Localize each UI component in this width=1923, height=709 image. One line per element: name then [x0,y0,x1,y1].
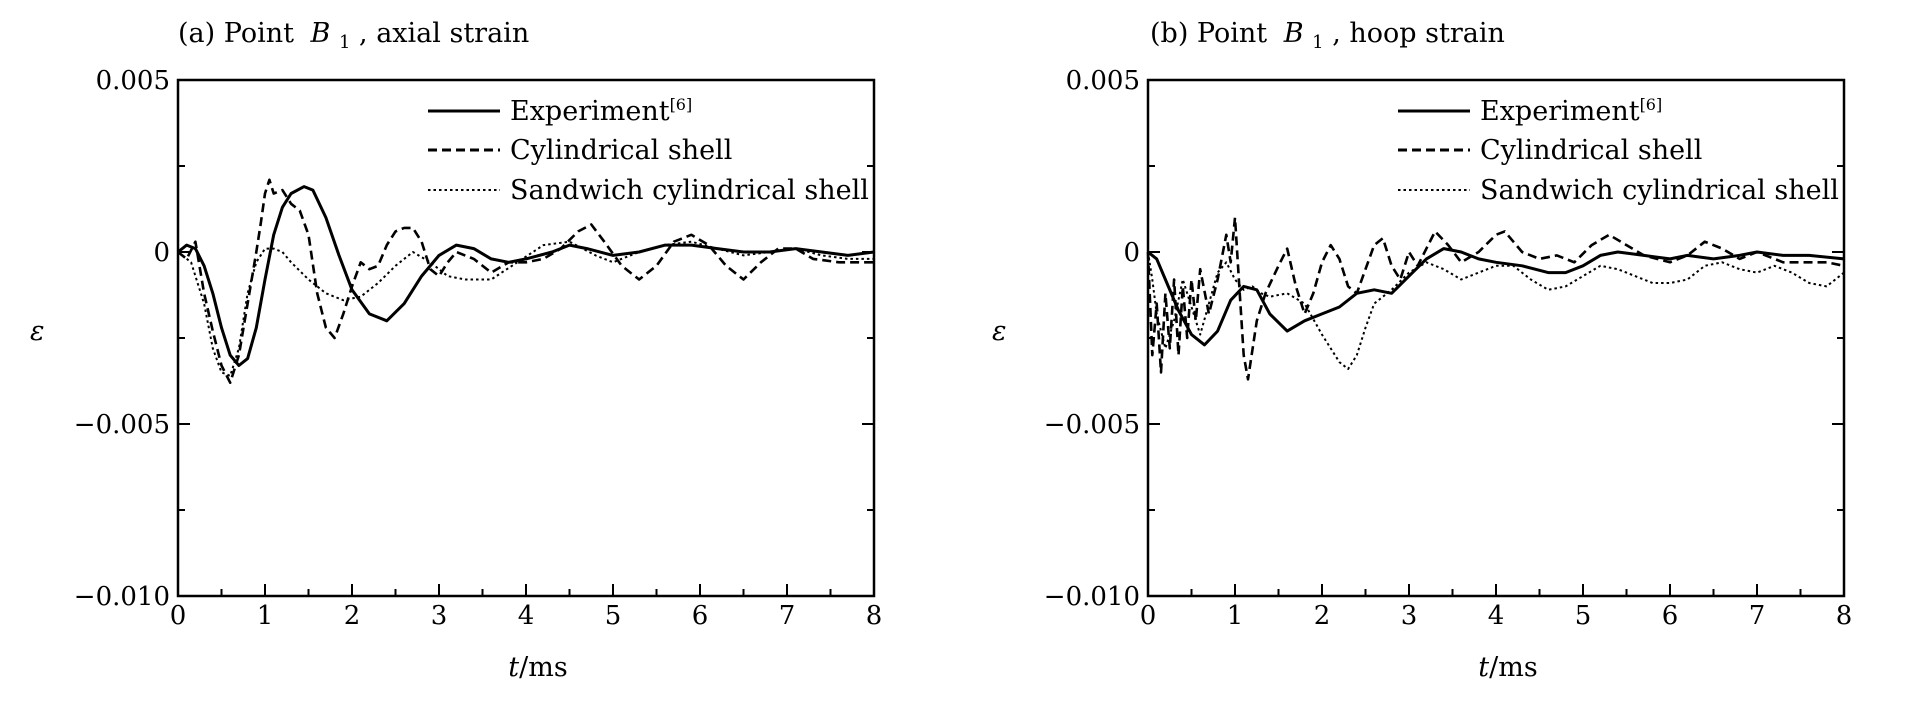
x-axis-label: t/ms [508,652,567,683]
panel-label: (b) Point [1150,18,1267,49]
xtick-labels: 0 1 2 3 4 5 6 7 8 [1140,601,1853,631]
x-tick-label: 8 [866,601,883,631]
x-axis-label: t/ms [1478,652,1537,683]
x-tick-label: 1 [257,601,274,631]
y-tick-label: 0.005 [1066,66,1140,96]
x-tick-label: 4 [518,601,535,631]
ytick-labels: 0.005 0 −0.005 −0.010 [74,66,170,612]
plot-frame [1146,78,1846,598]
point-subscript: 1 [1312,32,1323,53]
y-tick-label: 0 [1123,238,1140,268]
series-lines [177,178,875,384]
x-tick-label: 3 [1401,601,1418,631]
x-tick-label: 5 [605,601,622,631]
x-tick-label: 8 [1836,601,1853,631]
panel-hoop-strain: (b) Point B 1 , hoop strain 0.005 0 −0.005… [992,18,1852,683]
series-line-solid [177,185,875,367]
y-tick-label: −0.005 [74,410,170,440]
series-line-dotted [177,240,874,377]
x-tick-label: 3 [431,601,448,631]
legend-label-sandwich: Sandwich cylindrical shell [1480,175,1839,206]
plot-frame [176,78,876,598]
x-tick-label: 5 [1575,601,1592,631]
point-symbol: B [310,18,331,49]
panel-title: (b) Point B 1 , hoop strain [1150,18,1505,55]
series-line-dotted [1147,251,1845,370]
legend-label-cylindrical: Cylindrical shell [510,135,732,166]
panel-label: (a) Point [178,18,294,49]
ytick-labels: 0.005 0 −0.005 −0.010 [1044,66,1140,612]
title-suffix: , hoop strain [1332,18,1505,49]
y-tick-label: 0.005 [96,66,170,96]
y-tick-label: −0.005 [1044,410,1140,440]
x-tick-label: 0 [170,601,187,631]
legend-label-cylindrical: Cylindrical shell [1480,135,1702,166]
y-tick-label: −0.010 [74,582,170,612]
legend-label-experiment: Experiment[6] [1480,95,1662,127]
y-axis-label: ε [30,316,45,347]
y-tick-label: −0.010 [1044,582,1140,612]
legend: Experiment[6] Cylindrical shell Sandwich… [428,95,869,206]
legend: Experiment[6] Cylindrical shell Sandwich… [1398,95,1839,206]
x-tick-label: 2 [344,601,361,631]
xtick-labels: 0 1 2 3 4 5 6 7 8 [170,601,883,631]
y-axis-label: ε [992,316,1007,347]
panel-axial-strain: (a) Point B 1 , axial strain 0.005 0 −0.00… [30,18,882,683]
x-tick-label: 4 [1488,601,1505,631]
panel-title: (a) Point B 1 , axial strain [178,18,529,55]
x-tick-label: 2 [1314,601,1331,631]
series-lines [1146,216,1845,381]
x-tick-label: 7 [779,601,796,631]
legend-label-sandwich: Sandwich cylindrical shell [510,175,869,206]
x-tick-label: 6 [692,601,709,631]
point-symbol: B [1283,18,1304,49]
legend-label-experiment: Experiment[6] [510,95,692,127]
point-subscript: 1 [339,32,350,53]
series-line-dashed [1146,216,1845,381]
y-tick-label: 0 [153,238,170,268]
x-tick-label: 6 [1662,601,1679,631]
series-line-solid [1147,247,1845,347]
x-tick-label: 0 [1140,601,1157,631]
title-suffix: , axial strain [359,18,529,49]
x-tick-label: 7 [1749,601,1766,631]
series-line-dashed [177,178,874,384]
x-tick-label: 1 [1227,601,1244,631]
